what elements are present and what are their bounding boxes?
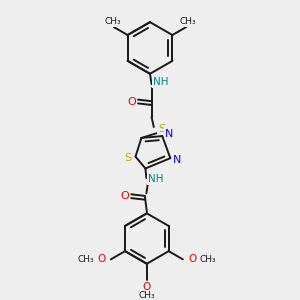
Text: O: O: [97, 254, 105, 264]
Text: CH₃: CH₃: [179, 17, 196, 26]
Text: N: N: [165, 129, 173, 139]
Text: O: O: [128, 97, 136, 106]
Text: O: O: [188, 254, 197, 264]
Text: CH₃: CH₃: [200, 255, 216, 264]
Text: CH₃: CH₃: [104, 17, 121, 26]
Text: CH₃: CH₃: [139, 291, 155, 300]
Text: S: S: [159, 124, 166, 134]
Text: NH: NH: [153, 77, 168, 87]
Text: N: N: [173, 155, 182, 165]
Text: S: S: [124, 153, 131, 163]
Text: CH₃: CH₃: [77, 255, 94, 264]
Text: O: O: [121, 191, 129, 201]
Text: NH: NH: [148, 174, 164, 184]
Text: O: O: [143, 282, 151, 292]
